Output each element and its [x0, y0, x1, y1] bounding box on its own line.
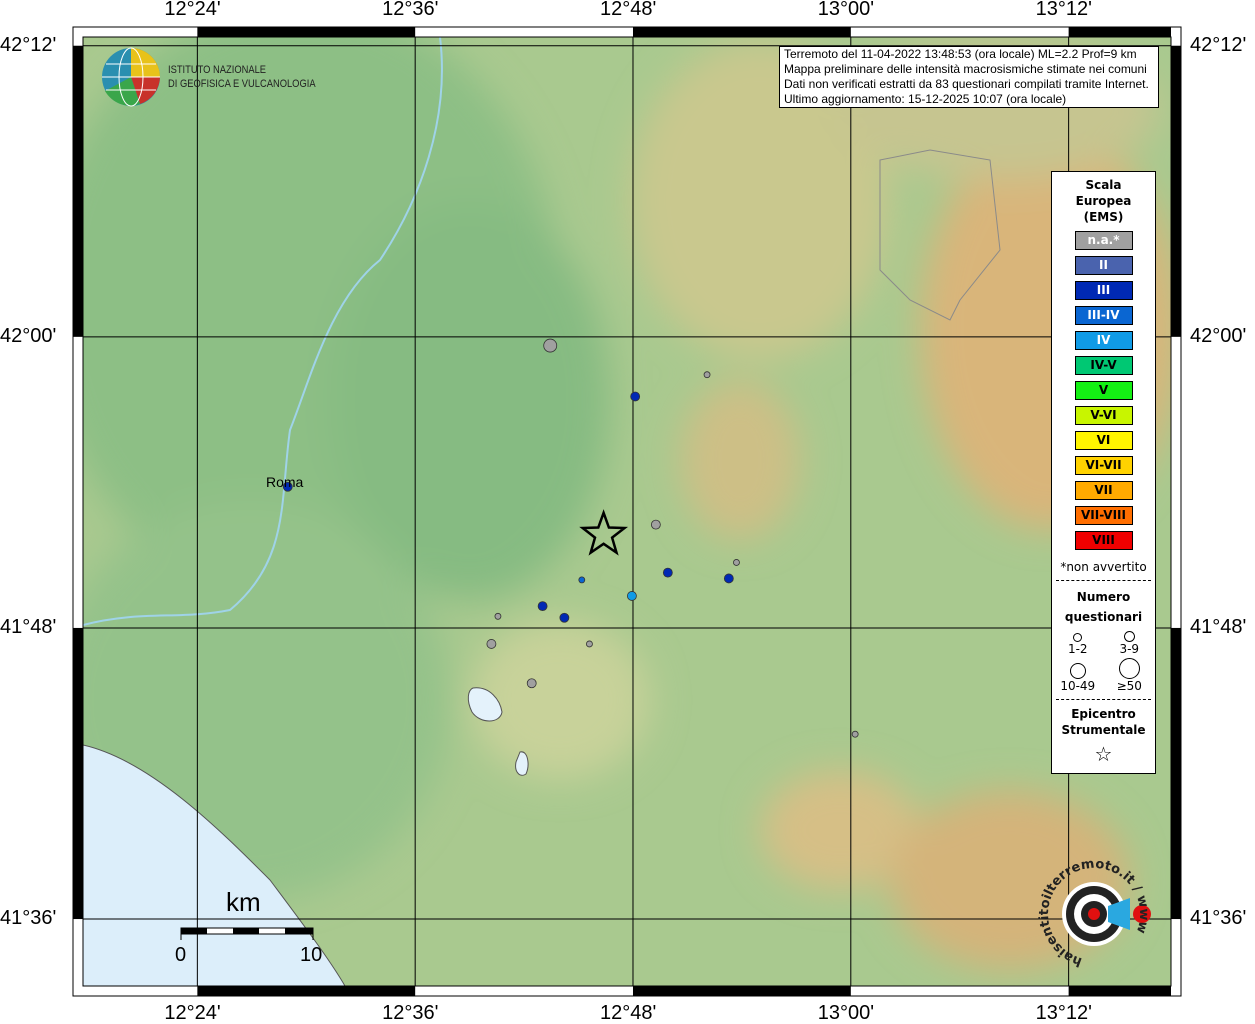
ingv-logo: ISTITUTO NAZIONALE DI GEOFISICA E VULCANO…: [100, 46, 342, 108]
last-update: Ultimo aggiornamento: 15-12-2025 10:07 (…: [784, 92, 1067, 106]
lake: [467, 687, 503, 722]
size-legend: 1-2 3-9 10-49 ≥50: [1052, 631, 1155, 693]
intensity-point[interactable]: [543, 338, 558, 353]
lon-tick-label: 13°00': [817, 0, 875, 20]
map-description: Mappa preliminare delle intensità macros…: [784, 62, 1147, 76]
legend-title: Scala: [1085, 178, 1122, 192]
lon-tick-label: 13°00': [817, 1002, 875, 1024]
epicenter-title: Strumentale: [1061, 723, 1146, 737]
legend: Scala Europea (EMS) n.a.* II III III-IV IV IV-V…: [1051, 171, 1156, 774]
city-label-roma: Roma: [266, 474, 304, 490]
lat-tick-label: 42°12': [1190, 33, 1247, 56]
intensity-point[interactable]: [494, 612, 502, 620]
event-info-box: Terremoto del 11-04-2022 13:48:53 (ora l…: [779, 46, 1159, 108]
star-icon: ☆: [1094, 742, 1113, 766]
lat-tick-label: 42°00': [1190, 324, 1247, 347]
size-label: 10-49: [1060, 679, 1096, 693]
intensity-point[interactable]: [282, 481, 293, 492]
na-note: *non avvertito: [1060, 560, 1147, 574]
size-label: 3-9: [1119, 642, 1140, 656]
intensity-point[interactable]: [723, 573, 734, 584]
lon-tick-label: 12°36': [382, 1002, 439, 1024]
epicenter-title: Epicentro: [1071, 707, 1136, 721]
count-title: Numero: [1076, 590, 1131, 604]
lon-tick-label: 12°48': [599, 1002, 657, 1024]
count-title: questionari: [1064, 610, 1143, 624]
globe-icon: [102, 47, 160, 107]
lon-tick-label: 13°12': [1035, 1002, 1092, 1024]
legend-swatch: VII-VIII: [1074, 506, 1133, 525]
intensity-point[interactable]: [703, 371, 711, 379]
lat-tick-label: 42°12': [0, 33, 57, 56]
scale-min: 0: [175, 944, 187, 966]
legend-title: (EMS): [1083, 210, 1124, 224]
badge-logo-icon: haisentitoilterremoto.it / www: [1037, 857, 1151, 970]
intensity-point[interactable]: [627, 591, 637, 601]
legend-swatch: n.a.*: [1074, 231, 1133, 250]
intensity-point[interactable]: [650, 519, 661, 530]
intensity-point[interactable]: [537, 601, 548, 612]
epicenter-star-icon[interactable]: [579, 509, 629, 556]
legend-swatch: II: [1074, 256, 1133, 275]
legend-swatch: VIII: [1074, 531, 1133, 550]
legend-swatch: VI-VII: [1074, 456, 1133, 475]
logo-line-2: DI GEOFISICA E VULCANOLOGIA: [168, 78, 316, 90]
size-label: ≥50: [1116, 679, 1142, 693]
lat-tick-label: 41°36': [0, 907, 57, 930]
data-note: Dati non verificati estratti da 83 quest…: [784, 77, 1149, 91]
legend-swatch: III-IV: [1074, 306, 1133, 325]
river-tevere: [83, 37, 443, 626]
legend-swatch: V: [1074, 381, 1133, 400]
intensity-point[interactable]: [662, 567, 673, 578]
scale-unit: km: [226, 887, 261, 917]
legend-swatch: VII: [1074, 481, 1133, 500]
legend-swatch: IV: [1074, 331, 1133, 350]
map-frame: [72, 26, 1182, 997]
legend-swatch: VI: [1074, 431, 1133, 450]
intensity-point[interactable]: [630, 391, 641, 402]
lat-tick-label: 41°48': [1190, 615, 1247, 638]
lat-tick-label: 41°36': [1190, 907, 1247, 930]
frame-scale: [73, 27, 1181, 996]
lon-tick-label: 12°48': [599, 0, 657, 20]
intensity-point[interactable]: [586, 640, 593, 648]
lat-tick-label: 42°00': [0, 324, 57, 347]
sea: [83, 744, 346, 986]
lon-tick-label: 13°12': [1035, 0, 1092, 20]
logo-line-1: ISTITUTO NAZIONALE: [168, 64, 267, 76]
intensity-point[interactable]: [559, 612, 570, 623]
legend-title: Europea: [1075, 194, 1132, 208]
intensity-point[interactable]: [851, 730, 859, 738]
size-label: 1-2: [1067, 642, 1088, 656]
intensity-point[interactable]: [526, 678, 537, 689]
lon-tick-label: 12°24': [164, 1002, 221, 1024]
haisentito-badge[interactable]: haisentitoilterremoto.it / www: [1036, 856, 1156, 974]
lon-tick-label: 12°36': [382, 0, 439, 20]
lake: [515, 751, 529, 776]
intensity-point[interactable]: [486, 639, 497, 649]
intensity-point[interactable]: [578, 576, 586, 584]
legend-swatch: IV-V: [1074, 356, 1133, 375]
terrain: [83, 37, 1171, 986]
lat-tick-label: 41°48': [0, 615, 57, 638]
legend-swatch: III: [1074, 281, 1133, 300]
scale-max: 10: [300, 944, 323, 966]
lon-tick-label: 12°24': [164, 0, 221, 20]
event-summary: Terremoto del 11-04-2022 13:48:53 (ora l…: [784, 47, 1137, 61]
legend-swatch: V-VI: [1074, 406, 1133, 425]
intensity-point[interactable]: [733, 559, 740, 566]
region-border: [879, 149, 1001, 321]
